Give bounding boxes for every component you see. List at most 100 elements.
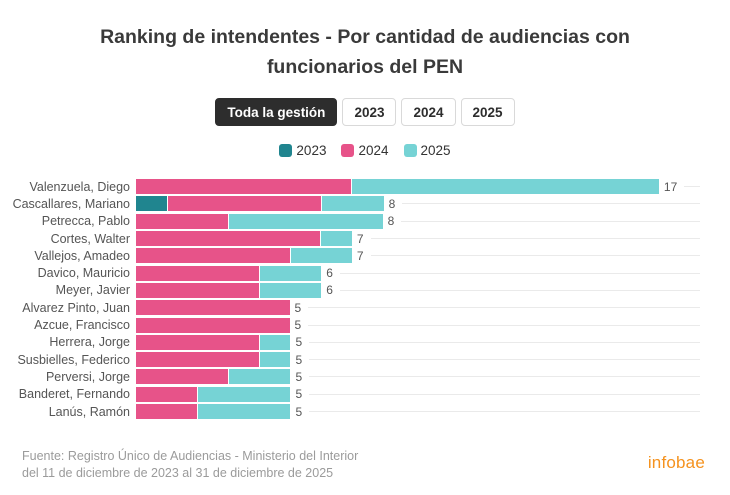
bar-value-label: 5 <box>295 352 303 367</box>
row-gridline <box>308 324 700 326</box>
tab-2023[interactable]: 2023 <box>342 98 397 126</box>
bar-segment-2024[interactable] <box>136 317 290 333</box>
bar-segment-2025[interactable] <box>259 282 322 298</box>
category-label: Cascallares, Mariano <box>12 196 130 211</box>
bar-segment-2025[interactable] <box>229 213 383 229</box>
legend-item-2025[interactable]: 2025 <box>403 143 451 158</box>
bar-value-label: 17 <box>663 179 678 194</box>
bar-track: 5 <box>136 369 700 385</box>
bar-segment-2025[interactable] <box>322 196 384 212</box>
bar-segment-2024[interactable] <box>136 231 321 247</box>
bar-segment-2025[interactable] <box>259 334 291 350</box>
legend-label: 2023 <box>296 142 327 158</box>
bar-segment-2023[interactable] <box>136 196 167 212</box>
bar-value-label: 5 <box>295 369 303 384</box>
row-gridline <box>339 289 700 291</box>
bar-track: 5 <box>136 352 700 368</box>
row-gridline <box>401 220 700 222</box>
bar-segment-2025[interactable] <box>229 369 291 385</box>
source-line-1: Fuente: Registro Único de Audiencias - M… <box>22 449 359 463</box>
period-tabs: Toda la gestión 2023 2024 2025 <box>0 98 730 126</box>
bar-segment-2024[interactable] <box>136 265 259 281</box>
bar-segment-2024[interactable] <box>136 352 259 368</box>
row-gridline <box>309 359 700 361</box>
bar-segment-2025[interactable] <box>351 179 659 195</box>
legend-label: 2024 <box>358 142 389 158</box>
row-gridline <box>370 238 700 240</box>
legend-item-2024[interactable]: 2024 <box>341 142 389 158</box>
bar-row: Azcue, Francisco 5 <box>0 316 730 333</box>
bar-track: 5 <box>136 300 700 316</box>
category-label: Herrera, Jorge <box>49 335 130 350</box>
bar-row: Davico, Mauricio 6 <box>0 264 730 281</box>
category-label: Susbielles, Federico <box>17 352 130 367</box>
category-label: Petrecca, Pablo <box>41 214 130 229</box>
bar-track: 8 <box>136 213 700 229</box>
bar-track: 5 <box>136 404 700 419</box>
bar-row: Banderet, Fernando 5 <box>0 386 730 403</box>
bar-segment-2025[interactable] <box>259 352 291 368</box>
category-label: Lanús, Ramón <box>48 404 130 419</box>
tab-2025[interactable]: 2025 <box>460 98 515 126</box>
bar-segment-2024[interactable] <box>136 386 198 402</box>
bar-segment-2024[interactable] <box>136 179 351 195</box>
chart-rows: Valenzuela, Diego 17 Cascallares, Mariano 8… <box>0 178 730 420</box>
category-label: Davico, Mauricio <box>37 266 130 281</box>
row-gridline <box>308 307 700 309</box>
bar-track: 7 <box>136 248 700 264</box>
category-label: Perversi, Jorge <box>45 369 130 384</box>
infobae-logo: infobae <box>647 453 705 472</box>
tab-toda-la-gesti-n[interactable]: Toda la gestión <box>215 98 338 126</box>
tab-2024[interactable]: 2024 <box>401 98 456 126</box>
legend-swatch-2024 <box>341 143 355 157</box>
bar-row: Meyer, Javier 6 <box>0 282 730 299</box>
bar-segment-2024[interactable] <box>136 334 259 350</box>
bar-segment-2024[interactable] <box>136 282 259 298</box>
bar-value-label: 7 <box>356 248 364 263</box>
bar-segment-2025[interactable] <box>321 231 352 247</box>
bar-segment-2024[interactable] <box>136 369 229 385</box>
bar-value-label: 6 <box>326 283 333 298</box>
bar-segment-2025[interactable] <box>198 386 291 402</box>
category-label: Vallejos, Amadeo <box>34 248 130 263</box>
bar-row: Alvarez Pinto, Juan 5 <box>0 299 730 316</box>
row-gridline <box>339 272 700 274</box>
bar-value-label: 8 <box>387 214 395 229</box>
bar-track: 17 <box>136 179 700 195</box>
row-gridline <box>309 376 700 378</box>
bar-track: 8 <box>136 196 700 212</box>
bar-track: 6 <box>136 265 700 281</box>
legend-swatch-2025 <box>403 143 417 157</box>
bar-row: Perversi, Jorge 5 <box>0 368 730 385</box>
bar-segment-2025[interactable] <box>290 248 352 264</box>
bar-value-label: 5 <box>295 335 303 350</box>
category-label: Azcue, Francisco <box>34 318 130 333</box>
bar-segment-2024[interactable] <box>136 300 290 316</box>
bar-row: Susbielles, Federico 5 <box>0 351 730 368</box>
category-label: Valenzuela, Diego <box>29 179 130 194</box>
bar-value-label: 7 <box>356 231 364 246</box>
category-label: Cortes, Walter <box>50 231 130 246</box>
bar-track: 5 <box>136 334 700 350</box>
bar-segment-2024[interactable] <box>167 196 322 212</box>
bar-value-label: 6 <box>326 266 333 281</box>
bar-segment-2024[interactable] <box>136 213 229 229</box>
legend: 2023 2024 2025 <box>0 142 730 158</box>
bar-track: 5 <box>136 386 700 402</box>
bar-row: Cortes, Walter 7 <box>0 230 730 247</box>
row-gridline <box>309 411 700 412</box>
bar-row: Valenzuela, Diego 17 <box>0 178 730 195</box>
bar-row: Petrecca, Pablo 8 <box>0 213 730 230</box>
bar-value-label: 5 <box>294 318 302 333</box>
bar-row: Herrera, Jorge 5 <box>0 334 730 351</box>
legend-item-2023[interactable]: 2023 <box>279 143 326 158</box>
bar-value-label: 5 <box>295 404 303 419</box>
source-line-2: del 11 de diciembre de 2023 al 31 de dic… <box>22 466 334 480</box>
bar-row: Vallejos, Amadeo 7 <box>0 247 730 264</box>
chart: Valenzuela, Diego 17 Cascallares, Mariano 8… <box>0 178 730 420</box>
bar-segment-2025[interactable] <box>198 404 291 419</box>
bar-segment-2024[interactable] <box>136 404 198 419</box>
bar-segment-2025[interactable] <box>259 265 322 281</box>
bar-segment-2024[interactable] <box>136 248 290 264</box>
